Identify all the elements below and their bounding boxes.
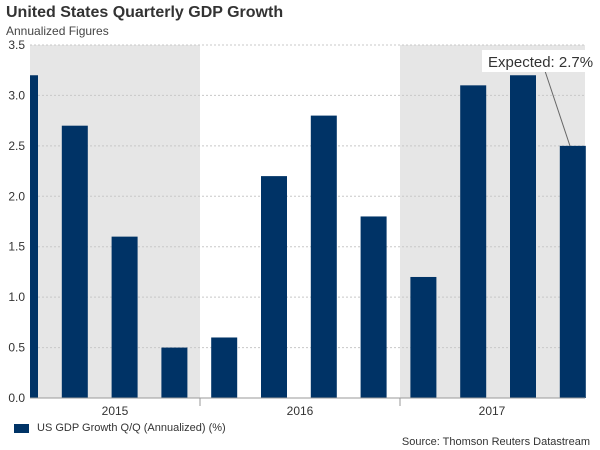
x-tick-label: 2016 — [287, 404, 314, 418]
annotation-leader — [544, 70, 571, 147]
source-note: Source: Thomson Reuters Datastream — [401, 436, 590, 448]
bar-2016-Q2 — [310, 115, 337, 398]
y-tick-label: 3.5 — [8, 38, 25, 52]
annotation-box — [482, 50, 597, 72]
bar-2016-Q3 — [360, 216, 387, 398]
y-tick-label: 1.0 — [8, 290, 25, 304]
chart-subtitle: Annualized Figures — [6, 24, 109, 38]
bar-2015-Q3 — [161, 347, 188, 398]
bar-2016-Q1 — [261, 176, 287, 398]
y-tick-label: 3.0 — [8, 88, 25, 102]
legend: US GDP Growth Q/Q (Annualized) (%) — [14, 422, 226, 434]
bar-2015-Q4 — [211, 337, 238, 398]
annotation-label: Expected: 2.7% — [488, 54, 593, 71]
y-tick-label: 1.5 — [8, 240, 25, 254]
bar-2017-Q3 — [559, 145, 586, 398]
chart-title: United States Quarterly GDP Growth — [6, 4, 284, 21]
x-tick-label: 2015 — [102, 404, 129, 418]
x-tick-label: 2017 — [479, 404, 506, 418]
y-tick-label: 2.5 — [8, 139, 25, 153]
bar-2017-Q2 — [510, 75, 536, 398]
bar-2014-Q4 — [30, 75, 38, 398]
legend-swatch — [14, 423, 29, 433]
bar-2015-Q1 — [61, 125, 88, 398]
bar-2017-Q1 — [460, 85, 487, 398]
bar-2015-Q2 — [111, 236, 138, 398]
bar-2016-Q4 — [410, 276, 437, 398]
y-tick-label: 2.0 — [8, 189, 25, 203]
y-tick-label: 0.5 — [8, 341, 25, 355]
y-tick-label: 0.0 — [8, 391, 25, 405]
legend-label: US GDP Growth Q/Q (Annualized) (%) — [37, 422, 226, 434]
